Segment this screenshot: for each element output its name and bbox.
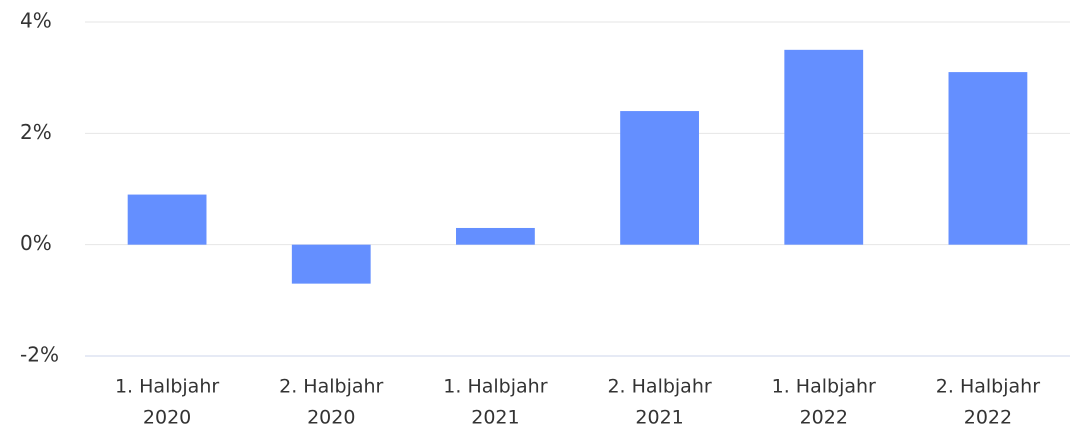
bar <box>291 244 371 284</box>
x-tick-label: 1. Halbjahr <box>443 376 547 398</box>
bar <box>620 111 699 245</box>
bar <box>948 72 1028 245</box>
y-tick-label: -2% <box>20 343 59 367</box>
x-tick-label: 2022 <box>964 407 1012 429</box>
bar <box>784 49 864 245</box>
x-tick-label: 2. Halbjahr <box>936 376 1040 398</box>
x-tick-label: 2021 <box>635 407 683 429</box>
x-tick-label: 2020 <box>143 407 191 429</box>
x-tick-label: 1. Halbjahr <box>115 376 219 398</box>
x-tick-label: 2. Halbjahr <box>607 376 711 398</box>
y-tick-label: 4% <box>20 9 52 33</box>
x-tick-label: 2. Halbjahr <box>279 376 383 398</box>
y-tick-label: 0% <box>20 231 52 255</box>
x-tick-label: 2021 <box>471 407 519 429</box>
x-tick-label: 2020 <box>307 407 355 429</box>
bar <box>127 194 207 245</box>
bar <box>456 227 535 245</box>
x-tick-label: 1. Halbjahr <box>772 376 876 398</box>
x-tick-label: 2022 <box>800 407 848 429</box>
y-tick-label: 2% <box>20 120 52 144</box>
